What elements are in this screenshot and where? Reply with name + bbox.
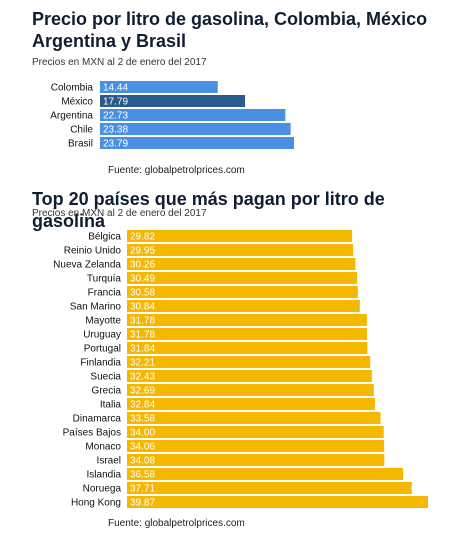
- chart2-category-label: Francia: [88, 288, 122, 299]
- chart1-value-label: 23.38: [103, 125, 128, 136]
- chart2-category-label: Reinio Unido: [64, 246, 122, 257]
- chart2-value-label: 39.87: [130, 498, 155, 509]
- chart2-bar: [127, 244, 354, 256]
- chart2-bar: [127, 370, 372, 382]
- chart2-category-label: San Marino: [70, 302, 122, 313]
- chart2-category-label: Grecia: [92, 386, 122, 397]
- chart2-category-label: Bélgica: [88, 232, 121, 243]
- chart2-category-label: Turquía: [87, 274, 122, 285]
- chart2-value-label: 32.43: [130, 372, 155, 383]
- chart2-value-label: 29.95: [130, 246, 155, 257]
- chart2-bar: [127, 286, 358, 298]
- chart2-subtitle: Precios en MXN al 2 de enero del 2017: [32, 208, 207, 219]
- chart2-category-label: Noruega: [83, 484, 122, 495]
- chart2-value-label: 30.49: [130, 274, 155, 285]
- chart1-bar: [100, 81, 218, 93]
- chart2-category-label: Dinamarca: [73, 414, 122, 425]
- chart1-value-label: 17.79: [103, 97, 128, 108]
- chart2-category-label: Hong Kong: [71, 498, 121, 509]
- chart2-bar: [127, 398, 375, 410]
- chart2-bar: [127, 454, 385, 466]
- chart2-bar: [127, 412, 381, 424]
- chart2-category-label: Países Bajos: [63, 428, 121, 439]
- chart2-value-label: 37.71: [130, 484, 155, 495]
- chart2-bar: [127, 328, 367, 340]
- chart2-bar: [127, 384, 374, 396]
- chart1-bar: [100, 95, 246, 107]
- chart2-bar: [127, 258, 356, 270]
- chart1-value-label: 23.79: [103, 139, 128, 150]
- chart2-bar: [127, 468, 404, 480]
- chart1-category-label: México: [61, 97, 93, 108]
- chart2-category-label: Italia: [100, 400, 122, 411]
- chart1-bar: [100, 137, 294, 149]
- chart2-bar: [127, 300, 360, 312]
- chart1-title: Precio por litro de gasolina, Colombia, …: [32, 9, 428, 51]
- chart2-category-label: Nueva Zelanda: [53, 260, 121, 271]
- chart2-category-label: Mayotte: [85, 316, 121, 327]
- chart1-value-label: 22.73: [103, 111, 128, 122]
- chart1-value-label: 14.44: [103, 83, 128, 94]
- chart2-category-label: Finlandia: [80, 358, 121, 369]
- chart1-category-label: Brasil: [68, 139, 93, 150]
- chart1-category-label: Argentina: [50, 111, 93, 122]
- chart2-bar: [127, 440, 385, 452]
- chart2-bars: Bélgica 29.82 Reinio Unido 29.95 Nueva Zelan…: [53, 230, 428, 509]
- chart2-value-label: 29.82: [130, 232, 155, 243]
- chart1-bar: [100, 123, 291, 135]
- chart2-value-label: 31.78: [130, 330, 155, 341]
- chart2-category-label: Portugal: [84, 344, 121, 355]
- chart1-category-label: Colombia: [51, 83, 94, 94]
- chart2-value-label: 30.58: [130, 288, 155, 299]
- chart2-value-label: 32.84: [130, 400, 155, 411]
- chart2-bar: [127, 342, 368, 354]
- chart2-value-label: 34.08: [130, 456, 155, 467]
- chart2-category-label: Suecia: [90, 372, 121, 383]
- chart1-bars: Colombia 14.44 México 17.79 Argentina 22.73 Ch…: [50, 81, 294, 150]
- chart1-subtitle: Precios en MXN al 2 de enero del 2017: [32, 57, 207, 68]
- chart2-bar: [127, 426, 384, 438]
- chart2-source: Fuente: globalpetrolprices.com: [108, 518, 245, 529]
- chart2-title: Top 20 países que más pagan por litro de…: [32, 189, 385, 231]
- chart2-value-label: 32.69: [130, 386, 155, 397]
- chart2-category-label: Islandia: [87, 470, 122, 481]
- chart2-bar: [127, 496, 428, 508]
- chart2-value-label: 34.00: [130, 428, 155, 439]
- chart2-value-label: 31.78: [130, 316, 155, 327]
- chart2-bar: [127, 272, 358, 284]
- chart2-value-label: 32.21: [130, 358, 155, 369]
- chart2-bar: [127, 482, 412, 494]
- chart2-category-label: Israel: [97, 456, 121, 467]
- chart2-value-label: 36.58: [130, 470, 155, 481]
- chart2-value-label: 30.84: [130, 302, 155, 313]
- chart2-value-label: 34.06: [130, 442, 155, 453]
- chart1-bar: [100, 109, 286, 121]
- chart2-value-label: 31.84: [130, 344, 155, 355]
- chart1-category-label: Chile: [70, 125, 93, 136]
- chart2-value-label: 30.26: [130, 260, 155, 271]
- chart2-value-label: 33.58: [130, 414, 155, 425]
- chart2-bar: [127, 230, 353, 242]
- chart2-category-label: Uruguay: [83, 330, 121, 341]
- chart1-source: Fuente: globalpetrolprices.com: [108, 165, 245, 176]
- chart2-bar: [127, 356, 371, 368]
- chart2-bar: [127, 314, 367, 326]
- chart2-category-label: Monaco: [85, 442, 121, 453]
